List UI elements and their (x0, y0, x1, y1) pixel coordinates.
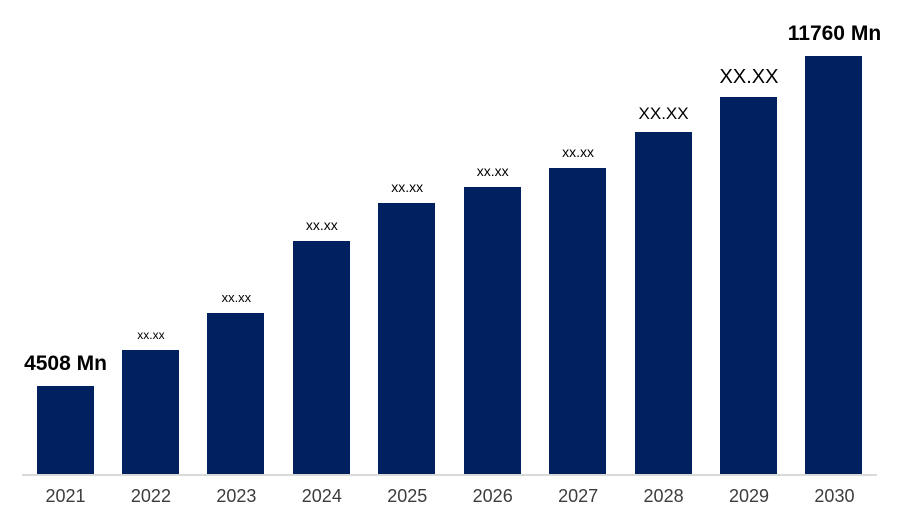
bar-group-2030: 11760 Mn 2030 (774, 0, 894, 525)
x-tick-2021: 2021 (45, 486, 86, 506)
bar-group-2025: xx.xx 2025 (347, 0, 467, 525)
bar-value-label-2029: XX.XX (719, 66, 779, 88)
bar-2028 (634, 132, 692, 474)
bar-value-label-2022: xx.xx (137, 328, 165, 342)
x-tick-2022: 2022 (130, 486, 171, 506)
bar-value-label-2028: XX.XX (638, 104, 689, 123)
x-axis-line (22, 474, 877, 476)
bar-2023 (207, 313, 265, 474)
bar-2026 (463, 187, 521, 474)
bar-group-2029: XX.XX 2029 (689, 0, 809, 525)
x-tick-2025: 2025 (387, 486, 428, 506)
x-tick-2028: 2028 (643, 486, 684, 506)
bar-group-2028: XX.XX 2028 (604, 0, 724, 525)
x-tick-2026: 2026 (472, 486, 513, 506)
bar-value-label-2024: xx.xx (305, 217, 338, 233)
x-tick-2029: 2029 (728, 486, 770, 506)
x-tick-2023: 2023 (216, 486, 257, 506)
bar-2021 (36, 386, 94, 474)
bar-2025 (378, 203, 436, 474)
bar-2027 (549, 168, 607, 474)
bar-value-label-2027: xx.xx (562, 144, 595, 160)
x-tick-2024: 2024 (301, 486, 342, 506)
x-tick-2030: 2030 (814, 486, 855, 506)
x-tick-2027: 2027 (558, 486, 599, 506)
bar-group-2022: xx.xx 2022 (91, 0, 211, 525)
bar-2029 (720, 97, 778, 474)
bar-value-label-2026: xx.xx (476, 163, 509, 179)
bar-value-label-2030: 11760 Mn (787, 22, 882, 45)
bar-2024 (292, 241, 350, 474)
bar-group-2023: xx.xx 2023 (176, 0, 296, 525)
bar-group-2021: 4508 Mn 2021 (6, 0, 126, 525)
bar-2022 (121, 350, 179, 474)
bar-group-2027: xx.xx 2027 (518, 0, 638, 525)
bar-value-label-2025: xx.xx (391, 179, 424, 195)
bar-group-2026: xx.xx 2026 (433, 0, 553, 525)
bar-value-label-2021: 4508 Mn (24, 352, 107, 375)
bar-group-2024: xx.xx 2024 (262, 0, 382, 525)
bar-value-label-2023: xx.xx (221, 290, 252, 305)
bar-2030 (805, 56, 863, 474)
